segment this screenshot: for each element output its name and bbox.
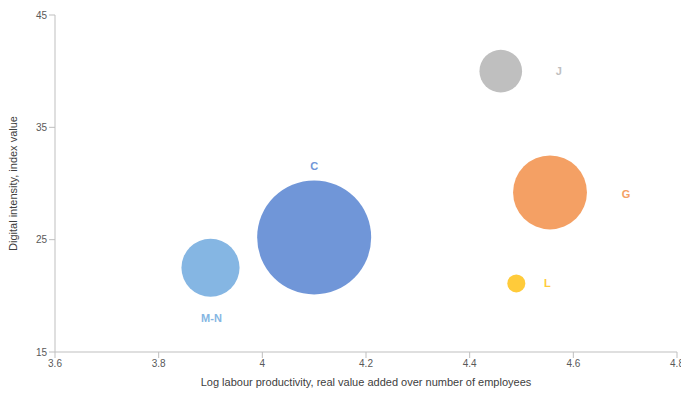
svg-text:3.6: 3.6 [48,358,62,369]
svg-text:G: G [622,188,631,200]
svg-text:C: C [310,160,318,172]
svg-text:Log labour productivity, real: Log labour productivity, real value adde… [201,376,532,388]
svg-text:15: 15 [36,347,48,358]
svg-text:3.8: 3.8 [152,358,166,369]
svg-text:4.6: 4.6 [566,358,580,369]
svg-text:4.2: 4.2 [359,358,373,369]
svg-text:4.8: 4.8 [670,358,681,369]
svg-text:L: L [544,277,551,289]
svg-text:J: J [556,65,562,77]
svg-text:M-N: M-N [201,312,222,324]
svg-text:35: 35 [36,122,48,133]
svg-text:4.4: 4.4 [463,358,477,369]
svg-text:Digital intensity, index value: Digital intensity, index value [8,116,19,251]
svg-text:25: 25 [36,234,48,245]
svg-text:4: 4 [260,358,266,369]
svg-text:45: 45 [36,10,48,21]
